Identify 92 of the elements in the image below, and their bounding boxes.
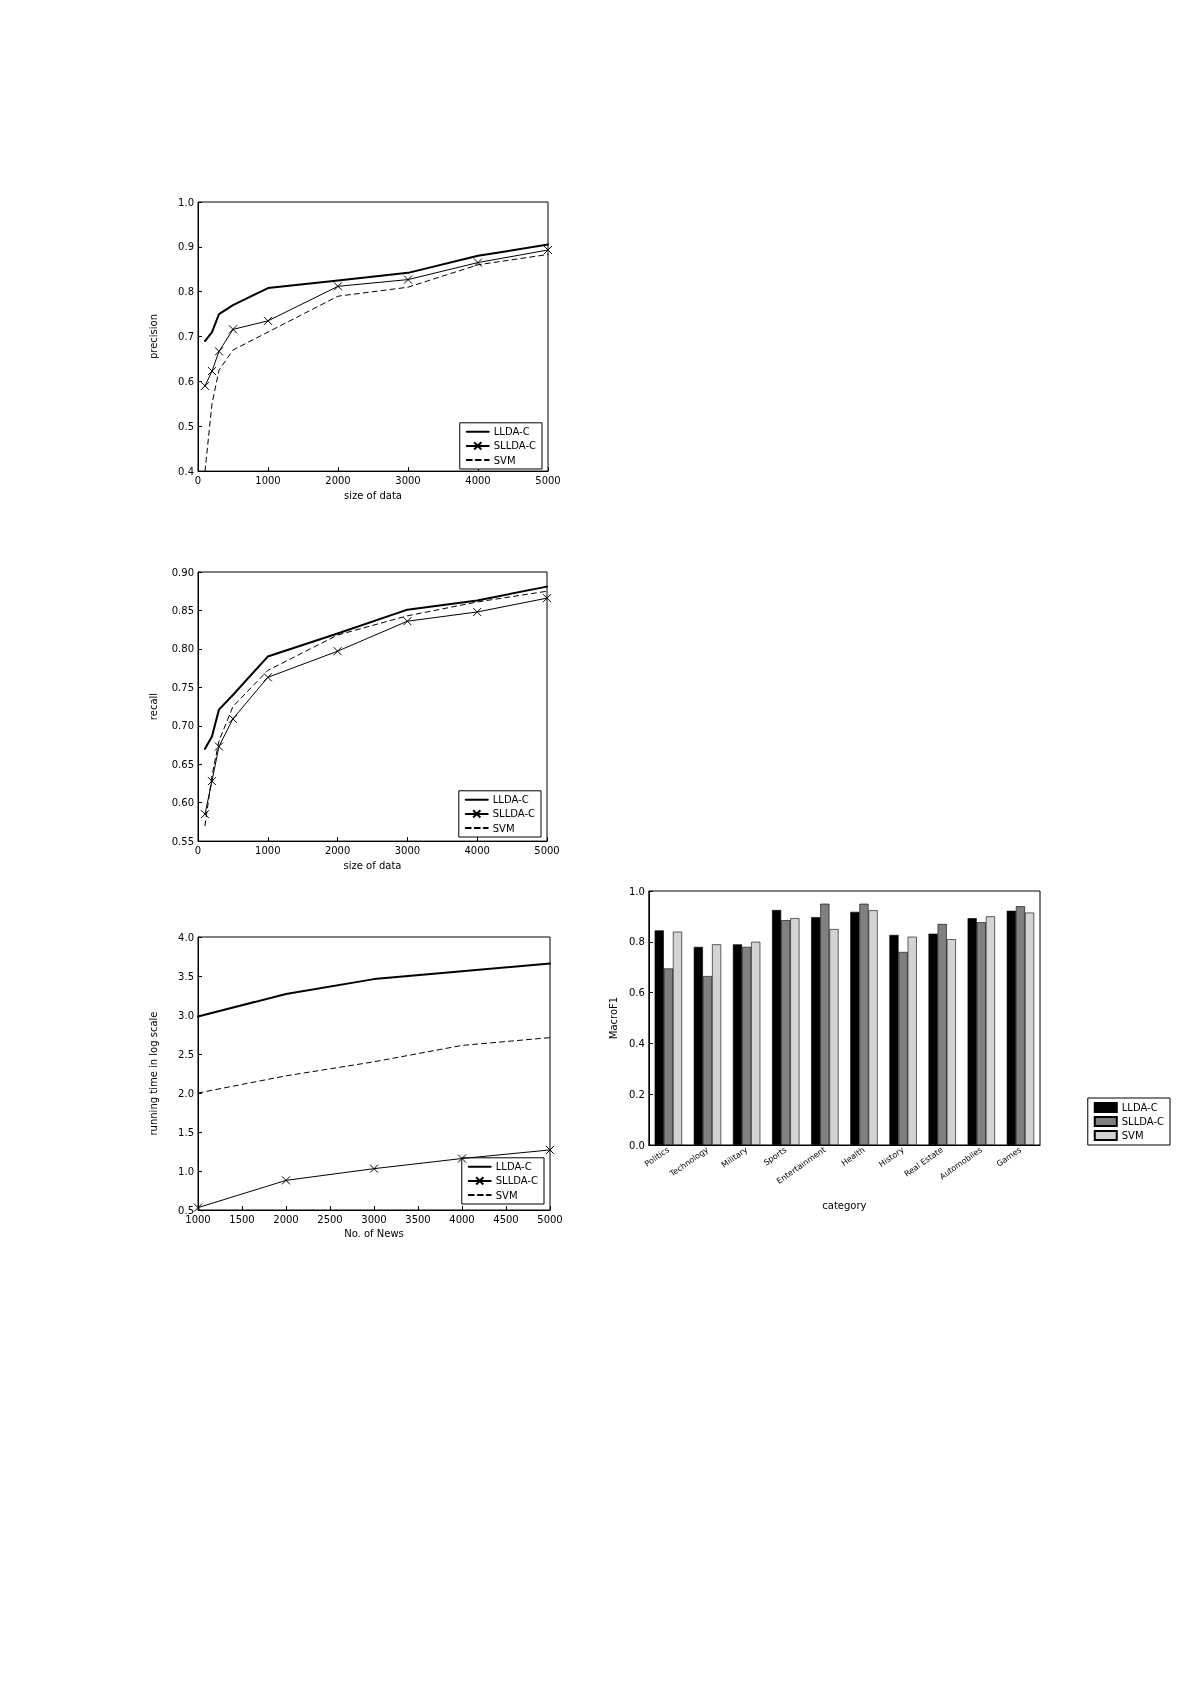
y-tick-label: 0.65 (171, 758, 194, 770)
point (457, 1154, 467, 1164)
x-tick-label: 2000 (273, 1213, 299, 1225)
x-tick-label: 4000 (464, 844, 490, 856)
y-tick-label: 0.8 (628, 936, 645, 948)
point (473, 258, 483, 268)
y-tick-label: 0.5 (178, 1204, 194, 1216)
x-tick-label: 5000 (534, 844, 560, 856)
y-tick-label: 1.0 (178, 1165, 194, 1177)
x-tick-label: 1000 (255, 474, 281, 486)
x-tick-label: 3500 (405, 1213, 431, 1225)
legend-label: LLDA-C (493, 426, 530, 438)
x-tick-label: 2500 (317, 1213, 343, 1225)
x-axis-title: size of data (344, 489, 402, 501)
x-axis-title: category (822, 1199, 867, 1211)
point (200, 381, 210, 391)
legend-label: SVM (492, 822, 515, 834)
x-tick-label: 5000 (535, 474, 561, 486)
legend-label: SVM (1121, 1130, 1144, 1141)
legend-label: SVM (493, 454, 516, 466)
legend-label: LLDA-C (495, 1161, 532, 1173)
point (214, 346, 224, 356)
point (333, 281, 343, 291)
y-axis-title: running time in log scale (147, 1011, 159, 1136)
y-axis-title: recall (147, 692, 159, 721)
y-tick-label: 0.2 (628, 1088, 645, 1100)
x-tick-label: 1000 (185, 1213, 211, 1225)
y-axis-title: MacroF1 (607, 996, 619, 1040)
y-tick-label: 0.0 (628, 1139, 645, 1151)
y-axis-title: precision (147, 313, 159, 360)
y-tick-label: 0.6 (628, 987, 645, 999)
y-tick-label: 0.70 (171, 720, 194, 732)
x-tick-label: 2000 (325, 474, 351, 486)
y-tick-label: 0.85 (171, 604, 194, 616)
point (207, 776, 217, 786)
x-tick-label: 5000 (537, 1213, 563, 1225)
y-tick-label: 1.0 (178, 196, 194, 208)
y-tick-label: 0.8 (178, 286, 194, 298)
x-tick-label: 3000 (361, 1213, 387, 1225)
y-tick-label: 0.55 (171, 835, 194, 847)
y-tick-label: 2.5 (178, 1048, 194, 1060)
y-tick-label: 0.7 (178, 331, 194, 343)
point (214, 742, 224, 752)
y-tick-label: 3.5 (178, 970, 194, 982)
point (369, 1164, 379, 1174)
x-tick-label: 4500 (493, 1213, 519, 1225)
legend-label: SLLDA-C (495, 1175, 539, 1187)
x-tick-label: 1500 (229, 1213, 255, 1225)
point (333, 646, 343, 656)
legend-label: SLLDA-C (492, 808, 536, 820)
y-tick-label: 0.90 (171, 566, 194, 578)
legend-label: SLLDA-C (1121, 1116, 1165, 1127)
point (200, 809, 210, 819)
y-tick-label: 0.75 (171, 681, 194, 693)
y-tick-label: 0.6 (178, 375, 194, 387)
point (193, 1203, 203, 1213)
y-tick-label: 0.5 (178, 420, 194, 432)
x-tick-label: 0 (194, 844, 202, 856)
legend-label: LLDA-C (492, 794, 529, 806)
point (228, 714, 238, 724)
y-tick-label: 0.4 (178, 465, 194, 477)
x-tick-label: 0 (194, 474, 202, 486)
y-tick-label: 0.9 (178, 241, 194, 253)
x-axis-title: size of data (343, 859, 402, 871)
y-tick-label: 3.0 (178, 1009, 194, 1021)
y-tick-label: 0.80 (171, 643, 194, 655)
point (207, 366, 217, 376)
x-tick-label: 4000 (465, 474, 491, 486)
point (263, 672, 273, 682)
point (542, 593, 552, 603)
y-tick-label: 1.5 (178, 1126, 194, 1138)
legend-label: SVM (495, 1189, 518, 1201)
point (545, 1145, 555, 1155)
y-tick-label: 2.0 (178, 1087, 194, 1099)
legend-label: SLLDA-C (493, 440, 537, 452)
point (472, 607, 482, 617)
x-tick-label: 4000 (449, 1213, 475, 1225)
y-tick-label: 0.60 (171, 797, 194, 809)
point (281, 1175, 291, 1185)
x-tick-label: 2000 (324, 844, 351, 856)
x-axis-title: No. of News (344, 1228, 404, 1240)
x-tick-label: 3000 (395, 474, 421, 486)
point (403, 275, 413, 285)
x-tick-label: 3000 (394, 844, 421, 856)
y-tick-label: 0.4 (628, 1037, 645, 1049)
point (263, 316, 273, 326)
y-tick-label: 4.0 (178, 931, 194, 943)
legend-label: LLDA-C (1121, 1102, 1158, 1113)
x-tick-label: 1000 (255, 844, 281, 856)
point (402, 616, 412, 626)
y-tick-label: 1.0 (628, 885, 645, 897)
point (228, 324, 238, 334)
